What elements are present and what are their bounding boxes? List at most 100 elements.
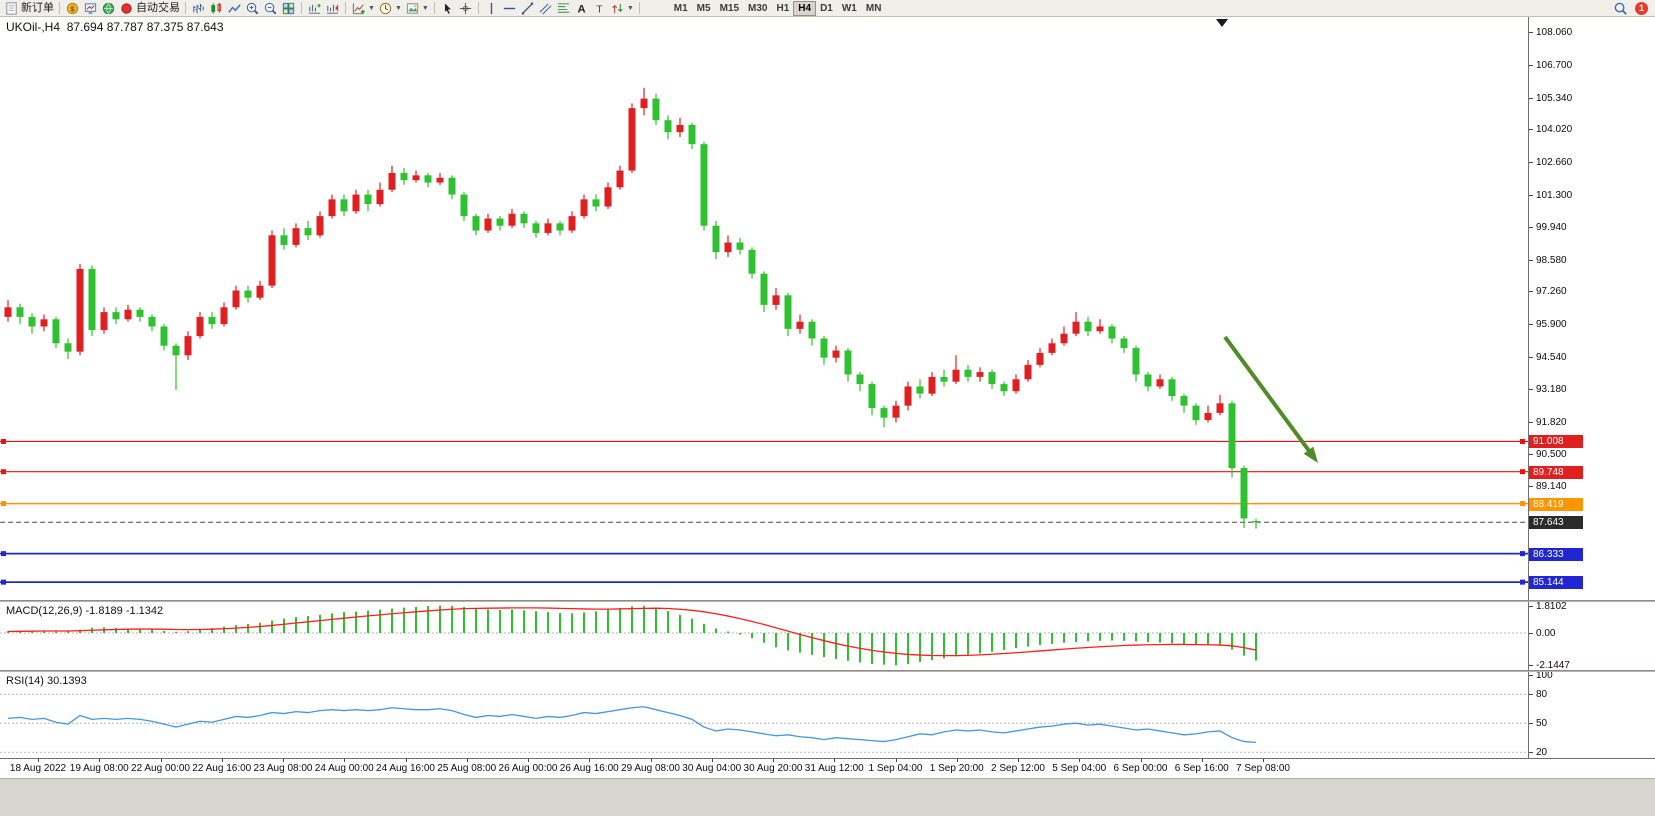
toolbar-separator	[345, 2, 346, 14]
macd-pane[interactable]: MACD(12,26,9) -1.8189 -1.1342	[0, 602, 1528, 670]
new-order-button[interactable]: 新订单	[3, 1, 55, 16]
timeframe-button-m30[interactable]: M30	[748, 2, 768, 14]
search-button[interactable]	[1612, 1, 1629, 16]
market-watch-button[interactable]	[82, 1, 99, 16]
macd-histogram-bar	[691, 618, 693, 633]
macd-histogram-bar	[1039, 632, 1041, 646]
text-button[interactable]: A	[573, 1, 590, 16]
cursor-button[interactable]	[439, 1, 456, 16]
arrows-button[interactable]: ▼	[609, 1, 635, 16]
time-tick	[99, 759, 101, 762]
line-chart-button[interactable]	[226, 1, 243, 16]
indicators-button[interactable]: ▼	[350, 1, 376, 16]
pane-splitter-rsi[interactable]	[0, 670, 1655, 672]
candlestick-chart-button[interactable]	[208, 1, 225, 16]
line-handle	[1, 579, 6, 585]
macd-histogram-bar	[703, 623, 705, 633]
text-label-button[interactable]: T	[591, 1, 608, 16]
timeframe-button-w1[interactable]: W1	[841, 2, 857, 14]
rsi-plot[interactable]	[0, 672, 1528, 758]
rsi-pane[interactable]: RSI(14) 30.1393	[0, 672, 1528, 758]
annotation-arrow[interactable]	[1223, 335, 1314, 457]
vertical-line-button[interactable]	[483, 1, 500, 16]
line-price-badge: 91.008	[1529, 435, 1583, 449]
scale-tick	[1529, 32, 1533, 34]
zoom-out-button[interactable]	[262, 1, 279, 16]
channel-button[interactable]	[537, 1, 554, 16]
scale-tick	[1529, 324, 1533, 326]
zoom-in-button[interactable]	[244, 1, 261, 16]
time-scale-label: 29 Aug 08:00	[621, 763, 680, 774]
scale-tick	[1529, 389, 1533, 391]
candlestick-chart[interactable]	[0, 17, 1528, 600]
bar-chart-button[interactable]	[190, 1, 207, 16]
time-scale-label: 25 Aug 08:00	[437, 763, 497, 774]
timeframe-button-m5[interactable]: M5	[696, 2, 711, 14]
timeframe-button-mn[interactable]: MN	[865, 2, 882, 14]
time-tick	[956, 759, 958, 762]
main-chart-pane[interactable]: UKOil-,H4 87.694 87.787 87.375 87.643	[0, 17, 1528, 600]
auto-trading-button[interactable]: 自动交易	[118, 1, 181, 16]
fibonacci-button[interactable]	[555, 1, 572, 16]
macd-histogram-bar	[511, 609, 513, 633]
macd-histogram-bar	[331, 613, 333, 633]
hline-icon	[502, 1, 517, 16]
candle-body	[1144, 374, 1152, 387]
pane-splitter-macd[interactable]	[0, 600, 1655, 602]
toolbar-separator	[59, 2, 60, 14]
scale-tick	[1529, 723, 1533, 725]
horizontal-line-button[interactable]	[501, 1, 518, 16]
candle-body	[100, 312, 108, 331]
scale-tick	[1529, 356, 1533, 358]
macd-histogram-bar	[415, 606, 417, 633]
zoom-out-icon	[263, 1, 278, 16]
time-scale[interactable]: 18 Aug 2022 19 Aug 08:00 22 Aug 00:00 22 Au…	[0, 758, 1655, 778]
chart-shift-marker[interactable]	[1216, 19, 1228, 27]
candle-body	[352, 194, 360, 212]
price-scale[interactable]: 108.060 106.700 105.340 104.020 102.660 101.3…	[1528, 17, 1655, 758]
time-scale-label: 23 Aug 08:00	[253, 763, 313, 774]
timeframe-button-h4[interactable]: H4	[793, 0, 817, 16]
candle-body	[640, 98, 648, 109]
candle-body	[136, 309, 144, 317]
candle-body	[796, 321, 804, 329]
crosshair-button[interactable]	[457, 1, 474, 16]
chart-shift-button[interactable]	[324, 1, 341, 16]
candle-body	[1168, 379, 1176, 397]
funds-button[interactable]: $	[64, 1, 81, 16]
rsi-name: RSI(14)	[6, 675, 44, 687]
macd-histogram-bar	[1111, 632, 1113, 641]
macd-histogram-bar	[235, 625, 237, 633]
macd-histogram-bar	[199, 629, 201, 633]
data-window-button[interactable]	[100, 1, 117, 16]
candle-body	[700, 144, 708, 226]
trendline-button[interactable]	[519, 1, 536, 16]
timeframe-button-d1[interactable]: D1	[820, 2, 833, 14]
candle-body	[568, 216, 576, 231]
timeframe-button-m1[interactable]: M1	[673, 2, 688, 14]
line-price-badge: 89.748	[1529, 465, 1583, 479]
time-tick	[1263, 759, 1264, 762]
timeframe-button-h1[interactable]: H1	[776, 2, 790, 14]
search-icon	[1613, 1, 1628, 16]
tile-windows-button[interactable]	[280, 1, 297, 16]
line-price-badge: 85.144	[1529, 576, 1583, 590]
macd-histogram-bar	[427, 606, 429, 633]
templates-button[interactable]: ▼	[404, 1, 430, 16]
macd-histogram-bar	[739, 632, 741, 635]
auto-scroll-button[interactable]	[306, 1, 323, 16]
macd-plot[interactable]	[0, 602, 1528, 670]
time-tick	[650, 759, 652, 762]
time-scale-label: 30 Aug 20:00	[743, 763, 803, 774]
main-toolbar: 新订单 $ 自动交易 ▼ ▼ ▼ A T ▼ M1 M5 M15 M30 H1 H4 D1 W1 MN 1	[0, 0, 1655, 17]
periods-button[interactable]: ▼	[377, 1, 403, 16]
symbol-period-label: UKOil-,H4	[6, 20, 61, 34]
notification-badge[interactable]: 1	[1635, 1, 1648, 15]
scale-tick	[1529, 64, 1533, 66]
candle-body	[244, 290, 252, 298]
macd-label: MACD(12,26,9) -1.8189 -1.1342	[6, 605, 163, 617]
macd-histogram-bar	[667, 611, 669, 633]
time-scale-label: 6 Sep 00:00	[1113, 763, 1168, 774]
timeframe-button-m15[interactable]: M15	[719, 2, 740, 14]
candle-body	[544, 223, 552, 233]
